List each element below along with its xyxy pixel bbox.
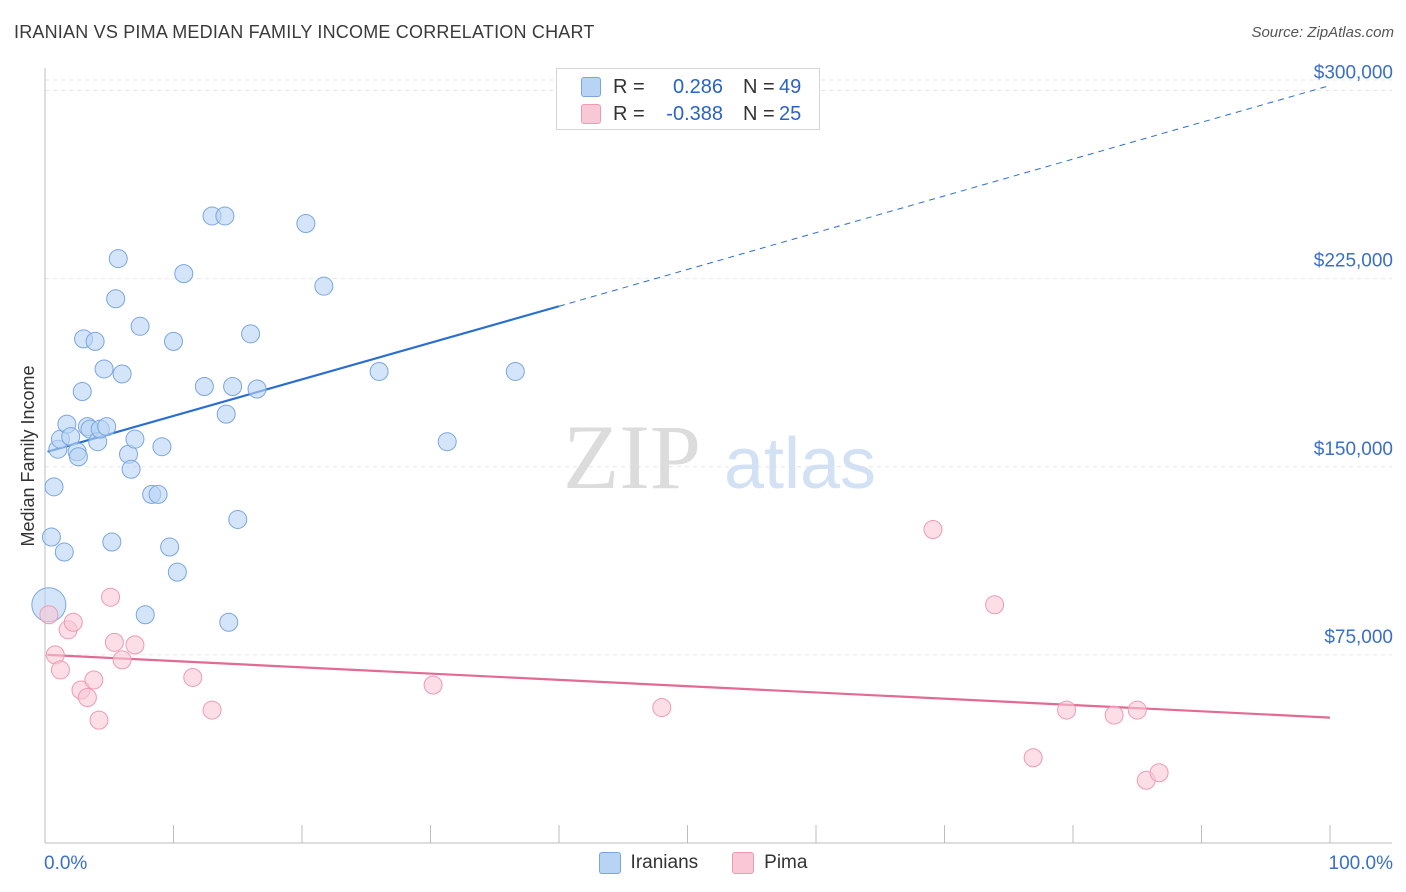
x-tick-labels: 0.0% 100.0% [44, 853, 1393, 874]
iranians-point [68, 447, 88, 467]
trend-lines [47, 85, 1331, 719]
grid-lines [45, 79, 1392, 656]
iranians-point [241, 324, 261, 344]
iranians-trend-line [47, 305, 560, 453]
pima-point [63, 612, 83, 632]
y-axis-label: Median Family Income [18, 365, 38, 546]
y-tick-label: $150,000 [1314, 439, 1393, 460]
pima-point [1104, 705, 1124, 725]
iranians-point [296, 213, 316, 233]
correlation-legend: R = 0.286 N = 49 R = -0.388 N = 25 [556, 68, 820, 130]
pima-point [183, 667, 203, 687]
r-label: R = [613, 102, 645, 125]
iranians-point [167, 562, 187, 582]
pima-point [923, 519, 943, 539]
iranians-point [108, 249, 128, 269]
iranians-point [135, 605, 155, 625]
iranians-point [112, 364, 132, 384]
iranians-point [44, 477, 64, 497]
pima-point [112, 650, 132, 670]
n-label: N = [743, 102, 775, 125]
n-label: N = [743, 75, 775, 98]
pima-point [101, 587, 121, 607]
correlation-row-iranians: R = 0.286 N = 49 [581, 74, 801, 100]
iranians-point [219, 612, 239, 632]
iranians-point [228, 509, 248, 529]
pima-point [77, 688, 97, 708]
pima-point [985, 595, 1005, 615]
iranians-point [194, 377, 214, 397]
x-tick-label-start: 0.0% [44, 853, 87, 874]
x-tick-label-end: 100.0% [1329, 853, 1394, 874]
y-tick-label: $300,000 [1314, 63, 1393, 84]
iranians-point [369, 361, 389, 381]
watermark-atlas: atlas [724, 424, 876, 504]
iranians-point [437, 432, 457, 452]
pima-point [1149, 763, 1169, 783]
pima-point [202, 700, 222, 720]
iranians-point [215, 206, 235, 226]
iranians-point [130, 316, 150, 336]
n-value: 25 [779, 102, 802, 125]
pima-point [423, 675, 443, 695]
y-tick-label: $225,000 [1314, 251, 1393, 272]
watermark-zip: ZIP [563, 406, 701, 508]
legend-item-iranians[interactable]: Iranians [598, 852, 699, 874]
pima-point [1127, 700, 1147, 720]
correlation-row-pima: R = -0.388 N = 25 [581, 101, 801, 127]
iranians-trend-extension [558, 85, 1331, 307]
r-value: 0.286 [672, 75, 723, 98]
axes [44, 68, 1392, 844]
y-tick-labels: $75,000 $150,000 $225,000 $300,000 [1314, 63, 1393, 648]
pima-swatch [732, 852, 755, 874]
legend-label-iranians: Iranians [630, 852, 699, 873]
iranians-point [72, 382, 92, 402]
chart-title: IRANIAN VS PIMA MEDIAN FAMILY INCOME COR… [14, 22, 595, 42]
legend-label-pima: Pima [764, 852, 808, 873]
source-credit: Source: ZipAtlas.com [1251, 24, 1394, 41]
iranians-point [505, 361, 525, 381]
iranians-point [94, 359, 114, 379]
iranians-point [174, 264, 194, 284]
r-label: R = [613, 75, 645, 98]
pima-point [39, 605, 59, 625]
iranians-point [160, 537, 180, 557]
iranians-point [97, 417, 117, 437]
pima-point [89, 710, 109, 730]
iranians-swatch [581, 77, 601, 97]
iranians-point [223, 377, 243, 397]
series-legend: Iranians Pima [0, 852, 1406, 874]
pima-point [84, 670, 104, 690]
iranians-point [41, 527, 61, 547]
watermark: ZIP atlas [563, 406, 876, 508]
y-tick-label: $75,000 [1324, 627, 1393, 648]
pima-point [104, 632, 124, 652]
iranians-point [106, 289, 126, 309]
r-value: -0.388 [666, 102, 723, 125]
iranians-point [148, 484, 168, 504]
pima-point [125, 635, 145, 655]
pima-point [652, 698, 672, 718]
pima-point [1057, 700, 1077, 720]
iranians-point [314, 276, 334, 296]
iranians-point [85, 331, 105, 351]
iranians-point [125, 429, 145, 449]
iranians-point [152, 437, 172, 457]
iranians-point [54, 542, 74, 562]
legend-item-pima[interactable]: Pima [732, 852, 807, 874]
iranians-point [102, 532, 122, 552]
iranians-point [121, 459, 141, 479]
pima-point [50, 660, 70, 680]
iranians-point [247, 379, 267, 399]
iranians-swatch [598, 852, 621, 874]
pima-swatch [581, 104, 601, 124]
data-points [31, 206, 1169, 790]
iranians-point [164, 331, 183, 351]
pima-point [1023, 748, 1043, 768]
iranians-point [216, 404, 236, 424]
n-value: 49 [779, 75, 802, 98]
